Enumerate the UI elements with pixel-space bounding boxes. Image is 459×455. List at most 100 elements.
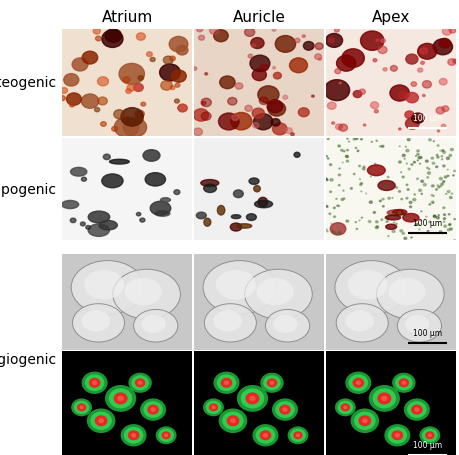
Circle shape [387,198,390,200]
Circle shape [370,142,372,143]
Circle shape [336,304,387,342]
Circle shape [136,34,145,41]
Circle shape [436,146,438,147]
Circle shape [84,374,104,391]
Circle shape [342,151,344,152]
Ellipse shape [236,224,251,229]
Circle shape [450,194,452,195]
Circle shape [383,186,385,188]
Circle shape [224,381,229,385]
Circle shape [416,161,417,162]
Circle shape [262,433,268,438]
Circle shape [355,381,360,385]
Circle shape [405,198,407,200]
Circle shape [452,176,453,177]
Circle shape [325,207,327,208]
Circle shape [69,103,74,108]
Circle shape [447,60,455,66]
Circle shape [346,150,348,152]
Circle shape [374,111,377,114]
Circle shape [136,213,140,217]
Circle shape [403,159,404,160]
Ellipse shape [196,212,206,219]
Circle shape [105,30,121,43]
Circle shape [400,199,402,200]
Circle shape [446,176,448,177]
Circle shape [215,270,255,300]
Ellipse shape [155,211,169,217]
Circle shape [295,434,299,437]
Ellipse shape [150,202,170,216]
Circle shape [430,195,432,197]
Circle shape [135,111,144,118]
Circle shape [202,102,205,106]
Circle shape [230,418,235,423]
Circle shape [218,409,247,433]
Circle shape [439,186,441,187]
Circle shape [406,401,425,418]
Circle shape [381,146,383,148]
Circle shape [263,375,280,390]
Circle shape [205,401,221,414]
Circle shape [131,433,136,438]
Circle shape [435,189,437,191]
Ellipse shape [253,186,260,192]
Circle shape [353,412,375,430]
Circle shape [431,202,433,204]
Circle shape [410,83,416,87]
Circle shape [336,206,338,207]
Circle shape [368,221,370,223]
Circle shape [325,35,342,48]
Circle shape [353,174,354,175]
Circle shape [213,372,239,394]
Circle shape [89,378,100,388]
Circle shape [391,231,394,233]
Circle shape [123,427,143,444]
Circle shape [441,106,448,112]
Circle shape [244,106,252,112]
Circle shape [328,39,334,44]
Circle shape [123,78,129,84]
Circle shape [274,36,295,53]
Circle shape [375,221,377,223]
Circle shape [86,226,90,230]
Circle shape [418,190,420,192]
Circle shape [403,215,404,216]
Circle shape [218,114,239,131]
Circle shape [446,191,449,193]
Circle shape [355,229,357,230]
Circle shape [327,158,328,160]
Circle shape [230,113,252,131]
Circle shape [113,393,127,404]
Circle shape [81,372,107,394]
Circle shape [325,180,327,181]
Ellipse shape [70,168,87,177]
Circle shape [174,100,179,104]
Circle shape [117,396,123,401]
Circle shape [120,424,146,446]
Circle shape [414,156,415,157]
Circle shape [73,401,89,414]
Circle shape [81,178,86,182]
Circle shape [253,115,272,131]
Circle shape [70,218,76,223]
Circle shape [244,270,312,319]
Circle shape [430,158,432,160]
Circle shape [426,177,428,179]
Circle shape [150,58,155,62]
Circle shape [335,125,342,131]
Circle shape [363,125,365,127]
Ellipse shape [254,201,272,208]
Circle shape [358,166,360,167]
Circle shape [414,224,417,226]
Text: Apex: Apex [371,10,409,25]
Circle shape [375,40,378,42]
Circle shape [201,113,211,121]
Circle shape [101,31,123,48]
Circle shape [445,194,446,195]
Ellipse shape [203,185,216,193]
Circle shape [128,430,139,440]
Circle shape [382,69,386,72]
Circle shape [176,46,188,56]
Circle shape [391,430,403,440]
